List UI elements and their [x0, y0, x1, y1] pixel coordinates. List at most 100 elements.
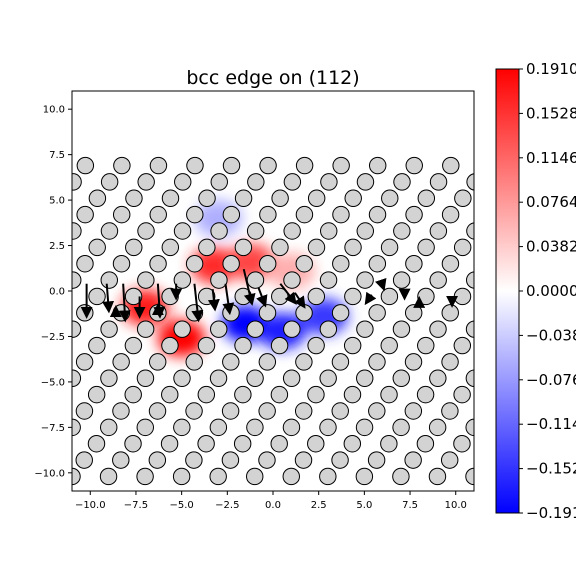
atom-230 [344, 189, 362, 207]
atom-76 [416, 385, 435, 404]
atom-43 [136, 418, 154, 437]
atom-217 [332, 205, 350, 224]
atom-75 [380, 385, 398, 404]
atom-83 [173, 369, 191, 387]
atom-256 [332, 156, 350, 175]
atom-170 [40, 256, 56, 272]
atom-5 [209, 467, 227, 486]
atom-227 [234, 189, 253, 207]
x-tick-label: −7.5 [124, 500, 148, 511]
atom-70 [197, 385, 216, 404]
atom-77 [453, 385, 471, 404]
atom-197 [72, 222, 82, 240]
atom-107 [124, 336, 143, 355]
atom-16 [112, 451, 130, 469]
atom-252 [186, 156, 204, 175]
atom-122 [173, 320, 191, 338]
y-tick-label: 10.0 [43, 105, 65, 116]
atom-137 [258, 304, 277, 322]
atom-241 [247, 173, 265, 191]
atom-236 [72, 173, 82, 191]
atom-182 [479, 256, 495, 272]
atom-66 [52, 386, 68, 402]
atom-52 [465, 418, 474, 437]
atom-255 [295, 156, 314, 175]
displacement-arrow-12 [293, 292, 306, 309]
atom-186 [161, 238, 180, 257]
atom-202 [246, 222, 265, 240]
atom-244 [356, 173, 375, 191]
atom-159 [100, 271, 118, 289]
atom-72 [270, 385, 289, 404]
atom-192 [380, 238, 399, 257]
atom-249 [76, 156, 95, 175]
atom-158 [72, 271, 82, 289]
atom-178 [332, 255, 350, 273]
atom-194 [453, 238, 472, 257]
atom-20 [258, 451, 276, 469]
atom-84 [209, 369, 228, 387]
atom-119 [72, 320, 82, 338]
atom-191 [344, 238, 362, 257]
atom-257 [368, 156, 387, 175]
colorbar-tick-label: 0.0000 [526, 282, 576, 300]
atom-31 [197, 435, 215, 453]
atom-221 [479, 206, 495, 222]
atom-207 [429, 222, 448, 240]
atom-96 [185, 353, 203, 371]
atom-169 [466, 271, 474, 289]
atom-55 [112, 402, 130, 420]
y-tick-label: 7.5 [49, 150, 65, 161]
atom-176 [258, 255, 277, 273]
atom-121 [136, 320, 155, 338]
atom-179 [368, 255, 387, 273]
atom-166 [356, 271, 374, 289]
atom-203 [283, 222, 301, 240]
atom-229 [307, 189, 326, 207]
y-tick-label: 5.0 [49, 196, 65, 207]
atom-120 [100, 320, 118, 338]
atom-142 [441, 304, 459, 322]
atom-138 [295, 304, 313, 322]
atom-6 [246, 467, 264, 486]
atom-125 [283, 320, 301, 338]
atom-259 [442, 156, 460, 175]
atom-85 [246, 369, 264, 387]
atom-168 [429, 271, 447, 289]
displacement-arrow-11 [279, 283, 297, 305]
atom-228 [271, 189, 289, 207]
atom-89 [392, 369, 410, 387]
x-tick-label: 0.0 [265, 500, 281, 511]
displacement-arrow-14 [375, 277, 387, 292]
atom-2 [99, 467, 118, 486]
atom-250 [113, 156, 131, 175]
atom-126 [319, 320, 338, 338]
atom-106 [88, 336, 106, 355]
atom-161 [173, 271, 192, 289]
colorbar-tick-label: −0.0382 [526, 326, 576, 344]
atom-136 [222, 304, 240, 322]
atom-211 [112, 205, 131, 224]
atom-139 [331, 304, 350, 322]
atom-23 [367, 451, 386, 469]
atom-163 [246, 271, 265, 289]
atom-27 [52, 436, 68, 452]
atom-64 [441, 402, 459, 420]
atom-247 [466, 173, 474, 191]
atom-246 [429, 173, 448, 191]
atom-38 [453, 435, 471, 453]
atom-17 [148, 451, 167, 469]
atom-258 [405, 156, 423, 175]
atom-86 [282, 369, 301, 387]
atom-206 [393, 222, 411, 240]
atom-81 [100, 369, 118, 387]
x-tick-label: −2.5 [215, 500, 239, 511]
atom-lattice [40, 156, 495, 486]
colorbar-tick-label: 0.0382 [526, 238, 576, 256]
atom-216 [295, 205, 314, 224]
x-tick-label: 5.0 [356, 500, 372, 511]
atom-48 [319, 418, 337, 437]
atom-123 [210, 320, 228, 338]
y-tick-label: −5.0 [41, 377, 65, 388]
atom-173 [149, 255, 167, 273]
